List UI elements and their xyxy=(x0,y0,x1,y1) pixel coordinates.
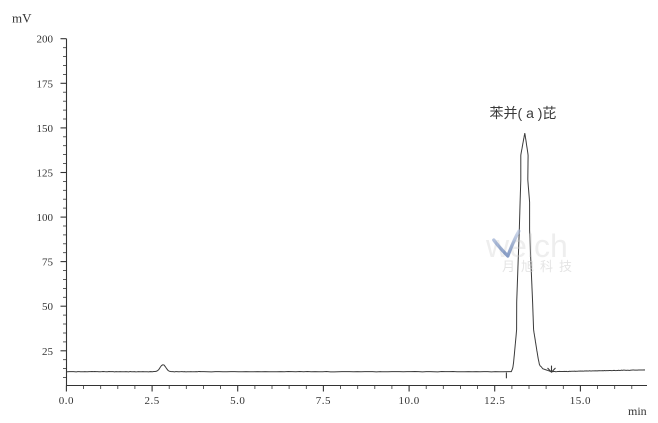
svg-text:10.0: 10.0 xyxy=(398,395,419,407)
svg-text:0.0: 0.0 xyxy=(59,395,74,407)
svg-text:12.5: 12.5 xyxy=(484,395,505,407)
svg-text:mV: mV xyxy=(12,11,32,26)
svg-text:150: 150 xyxy=(37,123,54,135)
svg-text:75: 75 xyxy=(42,257,54,269)
svg-text:50: 50 xyxy=(42,301,54,313)
svg-text:100: 100 xyxy=(37,212,54,224)
svg-text:7.5: 7.5 xyxy=(316,395,331,407)
svg-text:月旭科技: 月旭科技 xyxy=(502,259,578,274)
svg-text:2.5: 2.5 xyxy=(144,395,159,407)
svg-text:5.0: 5.0 xyxy=(230,395,245,407)
svg-text:175: 175 xyxy=(37,78,54,90)
svg-text:15.0: 15.0 xyxy=(570,395,591,407)
svg-text:25: 25 xyxy=(42,346,54,358)
svg-text:苯并( a )芘: 苯并( a )芘 xyxy=(490,105,557,121)
svg-text:200: 200 xyxy=(37,34,54,46)
svg-text:125: 125 xyxy=(37,168,54,180)
svg-text:min: min xyxy=(628,404,647,418)
